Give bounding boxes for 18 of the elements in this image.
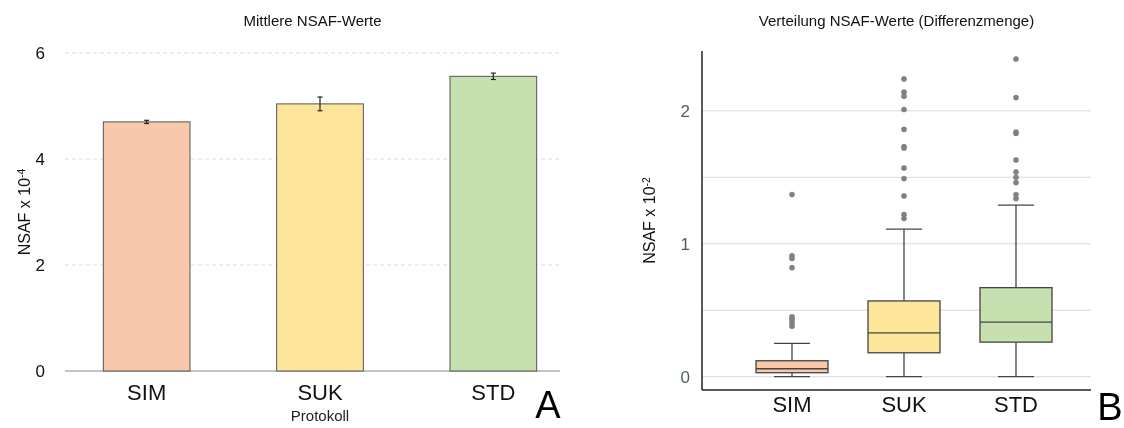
y-tick-label: 1	[680, 234, 690, 254]
x-tick-label: STD	[471, 380, 516, 405]
x-tick-label: SIM	[127, 380, 167, 405]
y-tick-label: 2	[35, 255, 45, 275]
text: B	[1097, 386, 1123, 428]
x-tick-label: SUK	[297, 380, 343, 405]
x-tick-label: STD	[994, 392, 1038, 417]
x-axis-title: Protokoll	[290, 407, 350, 424]
y-tick-label: 4	[35, 149, 45, 169]
y-tick-label: 2	[680, 101, 690, 121]
y-tick-label: 0	[680, 367, 690, 387]
x-tick-label: SIM	[772, 392, 812, 417]
x-tick-label: SUK	[881, 392, 927, 417]
chart-title: Verteilung NSAF-Werte (Differenzmenge)	[758, 12, 1035, 29]
text: A	[535, 384, 562, 426]
y-tick-label: 6	[35, 43, 45, 63]
chart-title: Mittlere NSAF-Werte	[243, 12, 382, 29]
y-tick-label: 0	[35, 361, 45, 381]
